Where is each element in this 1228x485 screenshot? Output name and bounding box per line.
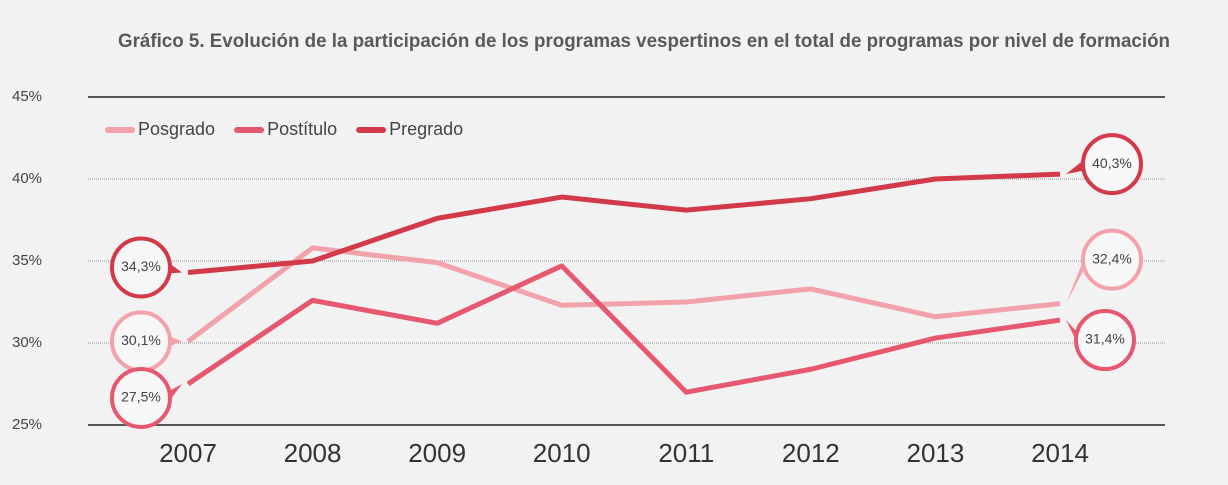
y-tick-label: 40% <box>12 170 42 187</box>
x-tick-label: 2013 <box>907 438 965 468</box>
y-tick-label: 45% <box>12 88 42 105</box>
x-tick-label: 2014 <box>1031 438 1089 468</box>
series-line <box>186 245 1061 344</box>
data-label: 31,4% <box>1085 331 1125 347</box>
x-tick-label: 2007 <box>159 438 217 468</box>
x-tick-label: 2011 <box>658 438 714 468</box>
data-label: 40,3% <box>1092 155 1132 171</box>
label-pointer <box>1066 253 1086 304</box>
chart-title: Gráfico 5. Evolución de la participación… <box>118 31 1170 52</box>
label-bubble <box>110 236 172 299</box>
legend-label: Posgrado <box>138 119 215 139</box>
label-pointer <box>1066 158 1086 175</box>
label-bubble <box>1081 133 1143 196</box>
data-label: 34,3% <box>121 258 161 274</box>
y-tick-label: 30% <box>12 334 42 351</box>
series-line <box>186 263 1061 395</box>
legend-label: Postítulo <box>267 119 337 139</box>
legend-label: Pregrado <box>389 119 463 139</box>
x-tick-label: 2012 <box>782 438 840 468</box>
y-tick-label: 25% <box>12 416 42 433</box>
y-tick-label: 35% <box>12 252 42 269</box>
x-tick-label: 2010 <box>533 438 591 468</box>
series-line <box>187 171 1061 275</box>
data-label: 32,4% <box>1092 250 1132 266</box>
x-tick-label: 2008 <box>284 438 342 468</box>
label-bubble <box>1074 309 1136 372</box>
data-label: 27,5% <box>121 389 161 405</box>
label-bubble <box>110 367 172 429</box>
x-tick-label: 2009 <box>408 438 466 468</box>
data-label: 30,1% <box>121 332 161 348</box>
label-bubble <box>1081 228 1143 291</box>
